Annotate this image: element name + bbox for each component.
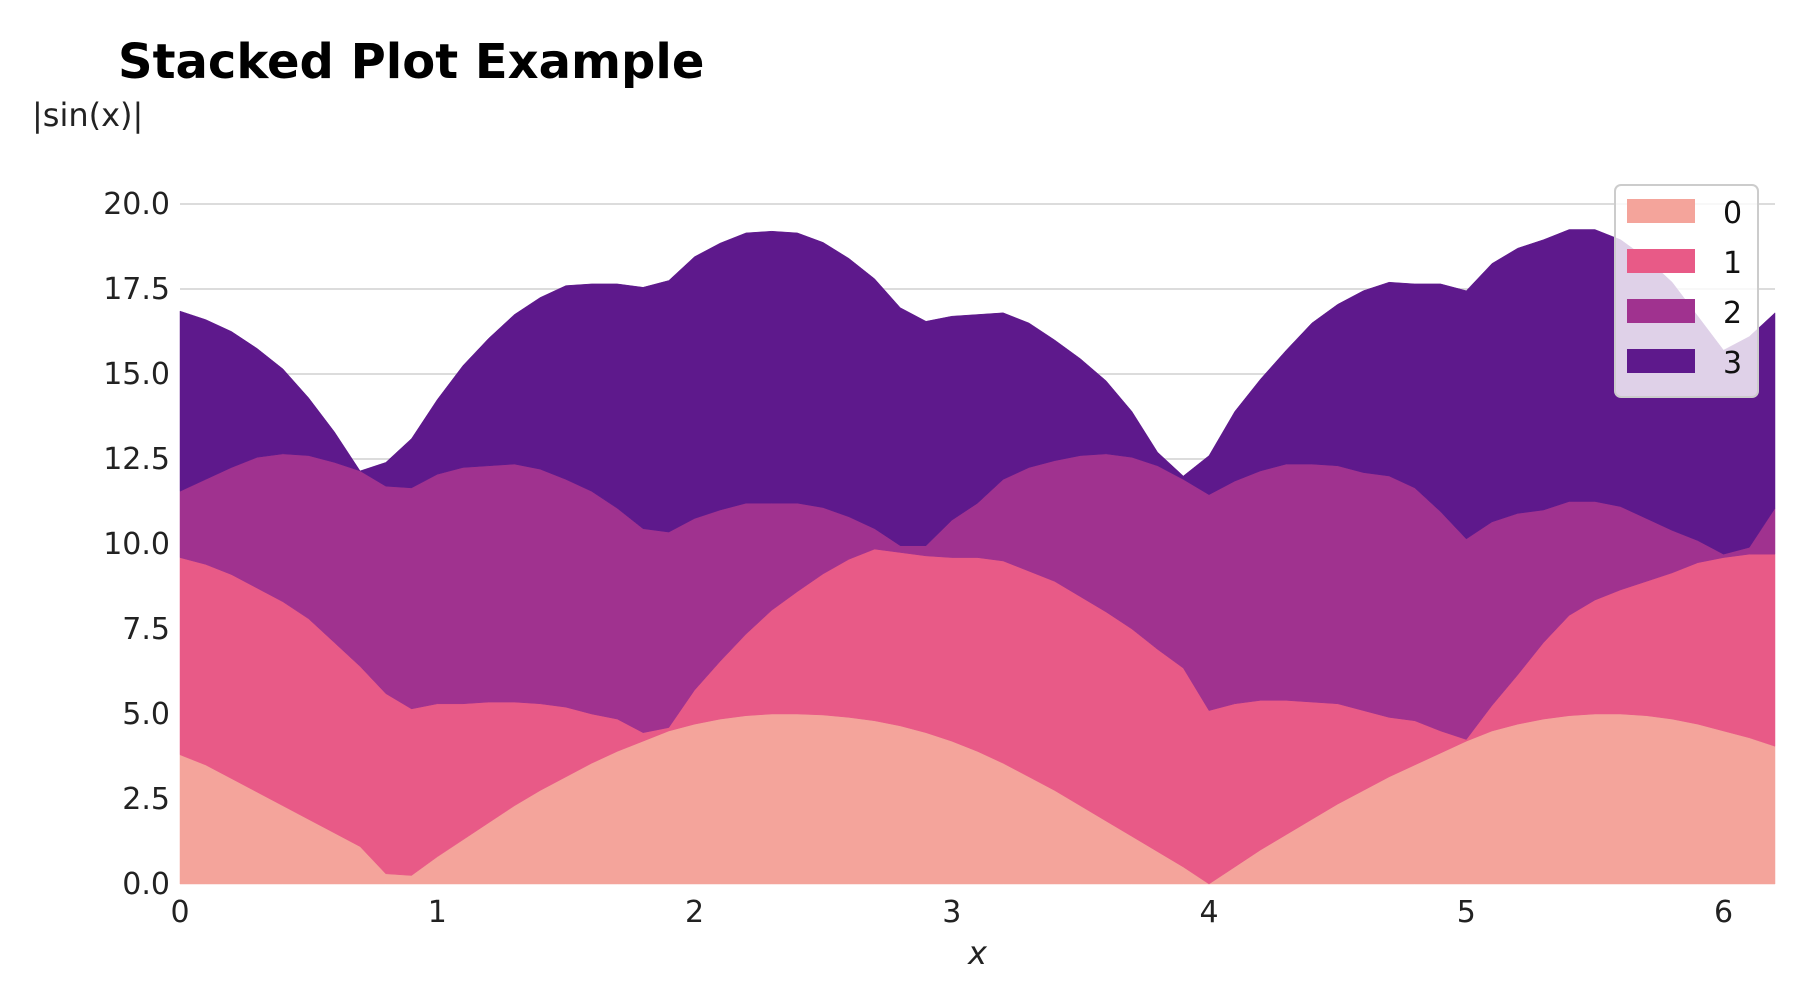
y-tick-label: 5.0 [122,697,170,732]
x-tick-label: 3 [942,895,961,930]
y-tick-label: 7.5 [122,612,170,647]
x-tick-label: 0 [170,895,189,930]
x-tick-label: 5 [1457,895,1476,930]
y-tick-label: 12.5 [103,442,170,477]
x-tick-label: 2 [685,895,704,930]
legend-box [1614,184,1759,398]
chart-title: Stacked Plot Example [118,34,705,90]
x-axis-label: x [967,934,988,972]
x-tick-label: 1 [428,895,447,930]
x-tick-label: 4 [1199,895,1218,930]
legend-swatch-1 [1627,249,1695,273]
area-series-3 [179,229,1776,555]
legend-swatch-0 [1627,199,1695,223]
y-axis-label: |sin(x)| [32,96,144,134]
y-tick-label: 10.0 [103,527,170,562]
legend-label-2: 2 [1723,296,1742,331]
legend-label-3: 3 [1723,346,1742,381]
y-tick-label: 17.5 [103,272,170,307]
y-tick-label: 0.0 [122,867,170,902]
legend: 0 1 2 3 [1614,184,1759,398]
legend-swatch-3 [1627,349,1695,373]
x-tick-label: 6 [1714,895,1733,930]
x-tick-labels: 0 1 2 3 4 5 6 [170,895,1733,930]
y-tick-label: 15.0 [103,357,170,392]
legend-swatch-2 [1627,299,1695,323]
legend-label-0: 0 [1723,196,1742,231]
legend-label-1: 1 [1723,246,1742,281]
area-series-group [179,229,1776,885]
y-tick-label: 2.5 [122,782,170,817]
y-tick-label: 20.0 [103,187,170,222]
y-tick-labels: 0.0 2.5 5.0 7.5 10.0 12.5 15.0 17.5 20.0 [103,187,170,902]
